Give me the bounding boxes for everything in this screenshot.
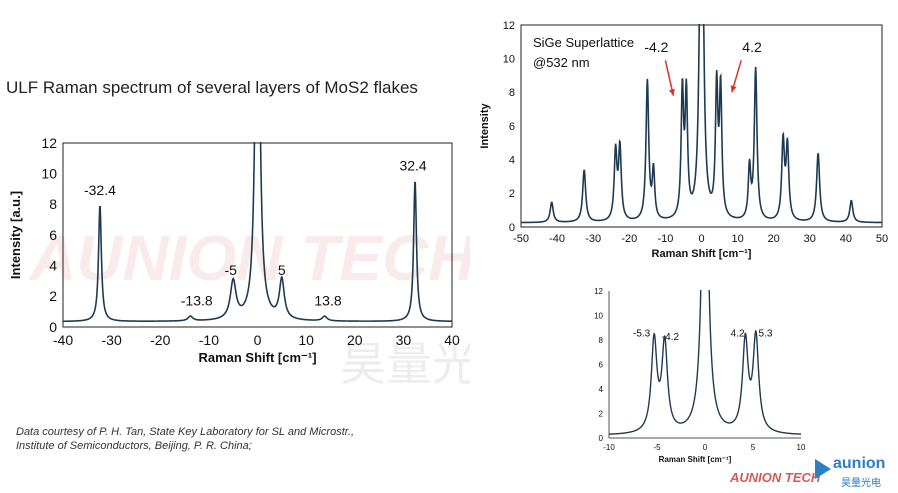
inset-series-line (609, 290, 801, 435)
inset-y-tick-label: 12 (594, 287, 603, 296)
inset-x-tick-label: -10 (603, 443, 615, 452)
inset-y-tick-label: 8 (599, 336, 604, 345)
mos2-peak-label: 5 (278, 262, 286, 278)
mos2-y-tick-label: 6 (49, 227, 57, 243)
mos2-y-tick-label: 8 (49, 196, 57, 212)
inset-peak-label: -5.3 (633, 328, 651, 339)
mos2-x-tick-label: 0 (254, 332, 262, 348)
logo-text: aunion (833, 455, 886, 472)
sige-x-axis-label: Raman Shift [cm⁻¹] (652, 248, 752, 260)
inset-x-tick-label: 5 (751, 443, 756, 452)
sige-y-tick-label: 4 (509, 155, 515, 167)
sige-inset-label: SiGe Superlattice (533, 35, 634, 50)
data-credit: Data courtesy of P. H. Tan, State Key La… (16, 425, 456, 453)
sige-y-tick-label: 10 (503, 54, 515, 66)
sige-y-tick-label: 2 (509, 188, 515, 200)
credit-line-2: Institute of Semiconductors, Beijing, P.… (16, 440, 252, 452)
mos2-peak-label: 32.4 (399, 158, 426, 174)
sige-x-tick-label: 10 (731, 233, 743, 245)
inset-x-axis-label: Raman Shift [cm⁻¹] (659, 455, 732, 464)
credit-line-1: Data courtesy of P. H. Tan, State Key La… (16, 426, 355, 438)
sige-chart: -50 -40 -30 -20 -10 0 10 20 30 40 50 0 2 4 6 8 10 12 -4.2 4… (479, 20, 888, 260)
sige-inset-label: @532 nm (533, 55, 590, 70)
sige-x-tick-label: 50 (876, 233, 888, 245)
mos2-y-tick-label: 10 (41, 166, 57, 182)
inset-y-tick-label: 4 (599, 385, 604, 394)
mos2-peak-label: -32.4 (84, 182, 116, 198)
mos2-y-axis-label: Intensity [a.u.] (8, 191, 23, 279)
mos2-peak-label: -5 (225, 262, 238, 278)
sige-x-tick-label: 30 (804, 233, 816, 245)
sige-zoom-chart: -10 -5 0 5 10 0 2 4 6 8 10 12 -5.3 -4.2 4.2 5.3 Raman Sh… (594, 287, 806, 464)
mos2-y-tick-label: 4 (49, 258, 57, 274)
sige-peak-label: -4.2 (644, 39, 668, 55)
mos2-peak-label: -13.8 (181, 293, 213, 309)
mos2-x-tick-label: 20 (347, 332, 363, 348)
sige-y-tick-label: 0 (509, 222, 515, 234)
mos2-peak-label: 13.8 (314, 293, 341, 309)
sige-x-tick-label: 20 (768, 233, 780, 245)
sige-y-tick-label: 8 (509, 87, 515, 99)
watermark-background-cn: 昊量光电 (340, 338, 470, 390)
inset-peak-label: -4.2 (662, 332, 680, 343)
inset-y-tick-label: 6 (599, 360, 604, 369)
aunion-logo: aunion 昊量光电 (815, 455, 895, 489)
sige-x-tick-label: 40 (840, 233, 852, 245)
watermark-bottom: AUNION TECH (730, 470, 821, 485)
inset-peak-label: 5.3 (759, 328, 773, 339)
sige-arrow-head (668, 88, 675, 96)
inset-x-tick-label: 10 (797, 443, 806, 452)
page-title: ULF Raman spectrum of several layers of … (6, 78, 418, 97)
inset-y-tick-label: 0 (599, 434, 604, 443)
mos2-plot-frame (62, 142, 453, 328)
sige-arrow-head (730, 85, 737, 93)
mos2-series-line (63, 142, 452, 323)
inset-y-tick-label: 10 (594, 311, 603, 320)
mos2-x-axis-label: Raman Shift [cm⁻¹] (198, 350, 316, 365)
sige-y-tick-label: 12 (503, 20, 515, 32)
mos2-y-tick-label: 0 (49, 319, 57, 335)
mos2-x-tick-label: 40 (444, 332, 460, 348)
mos2-x-tick-label: -40 (53, 332, 73, 348)
sige-y-axis-label: Intensity (479, 103, 491, 149)
mos2-chart: AUNION TECH昊量光电-40-30-20-100102030400246… (8, 135, 470, 390)
inset-peak-label: 4.2 (731, 328, 745, 339)
sige-x-tick-label: -10 (657, 233, 673, 245)
sige-peak-label: 4.2 (742, 39, 762, 55)
sige-x-tick-label: -30 (585, 233, 601, 245)
sige-x-tick-label: -40 (549, 233, 565, 245)
mos2-x-tick-label: 10 (298, 332, 314, 348)
sige-x-tick-label: 0 (698, 233, 704, 245)
mos2-y-tick-label: 12 (41, 135, 57, 151)
inset-x-tick-label: -5 (653, 443, 661, 452)
mos2-x-tick-label: -20 (150, 332, 170, 348)
sige-y-tick-label: 6 (509, 121, 515, 133)
sige-x-tick-label: -50 (513, 233, 529, 245)
sige-x-tick-label: -20 (621, 233, 637, 245)
inset-x-tick-label: 0 (703, 443, 708, 452)
sige-series-line (521, 24, 882, 224)
sige-plot-frame (520, 24, 883, 228)
mos2-x-tick-label: 30 (396, 332, 412, 348)
inset-y-tick-label: 2 (599, 409, 604, 418)
logo-arrow-icon (815, 459, 831, 479)
mos2-x-tick-label: -30 (102, 332, 122, 348)
mos2-y-tick-label: 2 (49, 288, 57, 304)
mos2-x-tick-label: -10 (199, 332, 219, 348)
logo-subtext: 昊量光电 (841, 478, 881, 489)
